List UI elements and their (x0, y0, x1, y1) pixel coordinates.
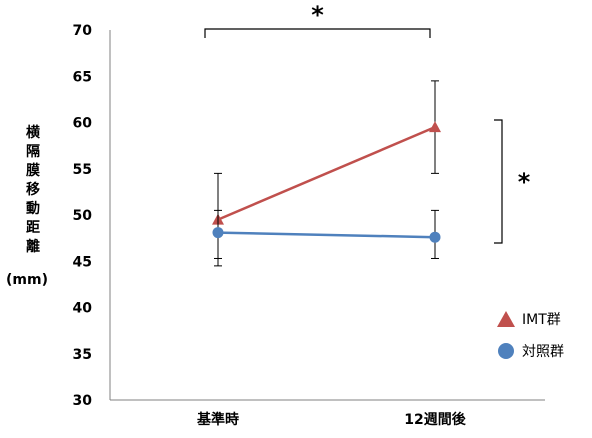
axes (109, 30, 545, 401)
significance-star-horizontal: * (311, 1, 324, 29)
y-tick-labels: 30 35 40 45 50 55 60 65 70 (73, 23, 93, 409)
y-tick-label: 70 (73, 23, 93, 39)
series-line (217, 125, 436, 221)
legend-item-imt: IMT群 (496, 306, 564, 332)
legend-item-control: 対照群 (496, 338, 564, 364)
legend: IMT群 対照群 (496, 306, 564, 370)
series-line (217, 231, 436, 239)
y-tick-label: 65 (73, 69, 92, 85)
circle-icon (498, 343, 514, 359)
x-tick-label: 基準時 (197, 411, 239, 428)
data-point-circle (429, 231, 441, 243)
y-tick-label: 55 (73, 162, 92, 178)
triangle-icon (497, 311, 515, 327)
legend-label: 対照群 (522, 344, 564, 360)
y-tick-label: 35 (73, 347, 92, 363)
y-axis-label: 横 隔 膜 移 動 距 離 (26, 125, 40, 255)
bracket-horizontal (204, 28, 431, 38)
legend-label: IMT群 (522, 312, 561, 328)
y-tick-label: 40 (73, 301, 93, 317)
data-point-circle (212, 227, 224, 239)
significance-annotations: ** (204, 1, 531, 244)
x-tick-label: 12週間後 (404, 411, 466, 428)
series-layer (212, 80, 441, 267)
y-tick-label: 50 (73, 208, 93, 224)
bracket-vertical (494, 119, 503, 244)
y-axis-unit: (mm) (6, 272, 48, 288)
data-point-triangle (429, 121, 441, 133)
significance-star-vertical: * (518, 168, 531, 196)
y-tick-label: 60 (73, 116, 93, 132)
series-control (212, 209, 441, 259)
series-imt (212, 80, 441, 267)
y-tick-label: 45 (73, 254, 92, 270)
x-tick-labels: 基準時 12週間後 (197, 411, 467, 428)
y-tick-label: 30 (73, 393, 93, 409)
